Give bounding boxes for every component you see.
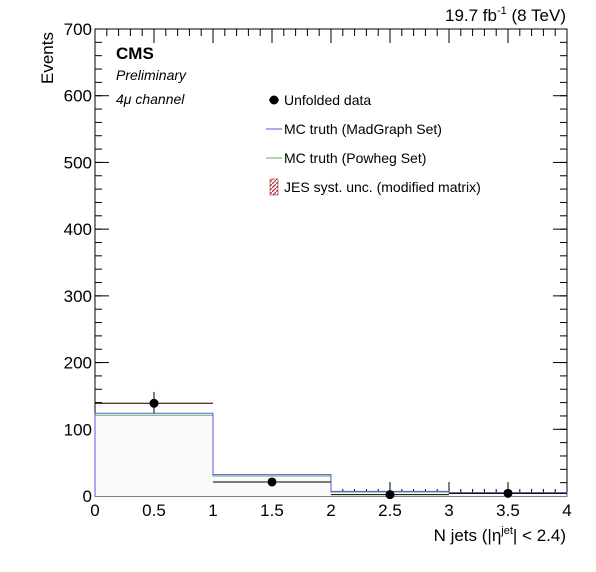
x-tick-label: 4 [562,501,571,520]
x-tick-label: 1 [208,501,217,520]
y-axis-title: Events [38,32,57,84]
legend-label: MC truth (MadGraph Set) [284,121,442,137]
data-point [268,477,277,486]
x-axis-title: N jets (|ηjet| < 2.4) [434,525,566,545]
data-point [504,489,513,498]
x-tick-label: 1.5 [260,501,284,520]
x-title-post: | < 2.4) [513,526,566,545]
y-tick-label: 500 [64,153,92,172]
legend-label: JES syst. unc. (modified matrix) [284,179,481,195]
legend-marker [270,96,279,105]
x-title-pre: N jets (|η [434,526,502,545]
data-point [150,399,159,408]
y-tick-label: 100 [64,420,92,439]
lumi-label: 19.7 fb-1 (8 TeV) [445,5,566,25]
channel-label: 4μ channel [116,91,185,107]
x-tick-label: 2 [326,501,335,520]
x-tick-label: 0.5 [142,501,166,520]
y-tick-label: 200 [64,354,92,373]
y-tick-label: 400 [64,220,92,239]
legend-label: Unfolded data [284,92,371,108]
preliminary-label: Preliminary [116,67,187,83]
lumi-tail: (8 TeV) [507,6,566,25]
x-title-sup: jet [500,525,513,537]
y-tick-label: 0 [83,487,92,506]
x-tick-label: 3 [444,501,453,520]
y-tick-label: 300 [64,287,92,306]
x-tick-label: 3.5 [496,501,520,520]
x-tick-label: 2.5 [378,501,402,520]
legend-hatch-swatch [270,179,278,195]
lumi-main: 19.7 fb [445,6,497,25]
cms-label: CMS [116,44,154,63]
legend-label: MC truth (Powheg Set) [284,150,426,166]
y-tick-label: 600 [64,87,92,106]
y-tick-label: 700 [64,20,92,39]
data-point [386,490,395,499]
lumi-sup: -1 [497,5,507,17]
